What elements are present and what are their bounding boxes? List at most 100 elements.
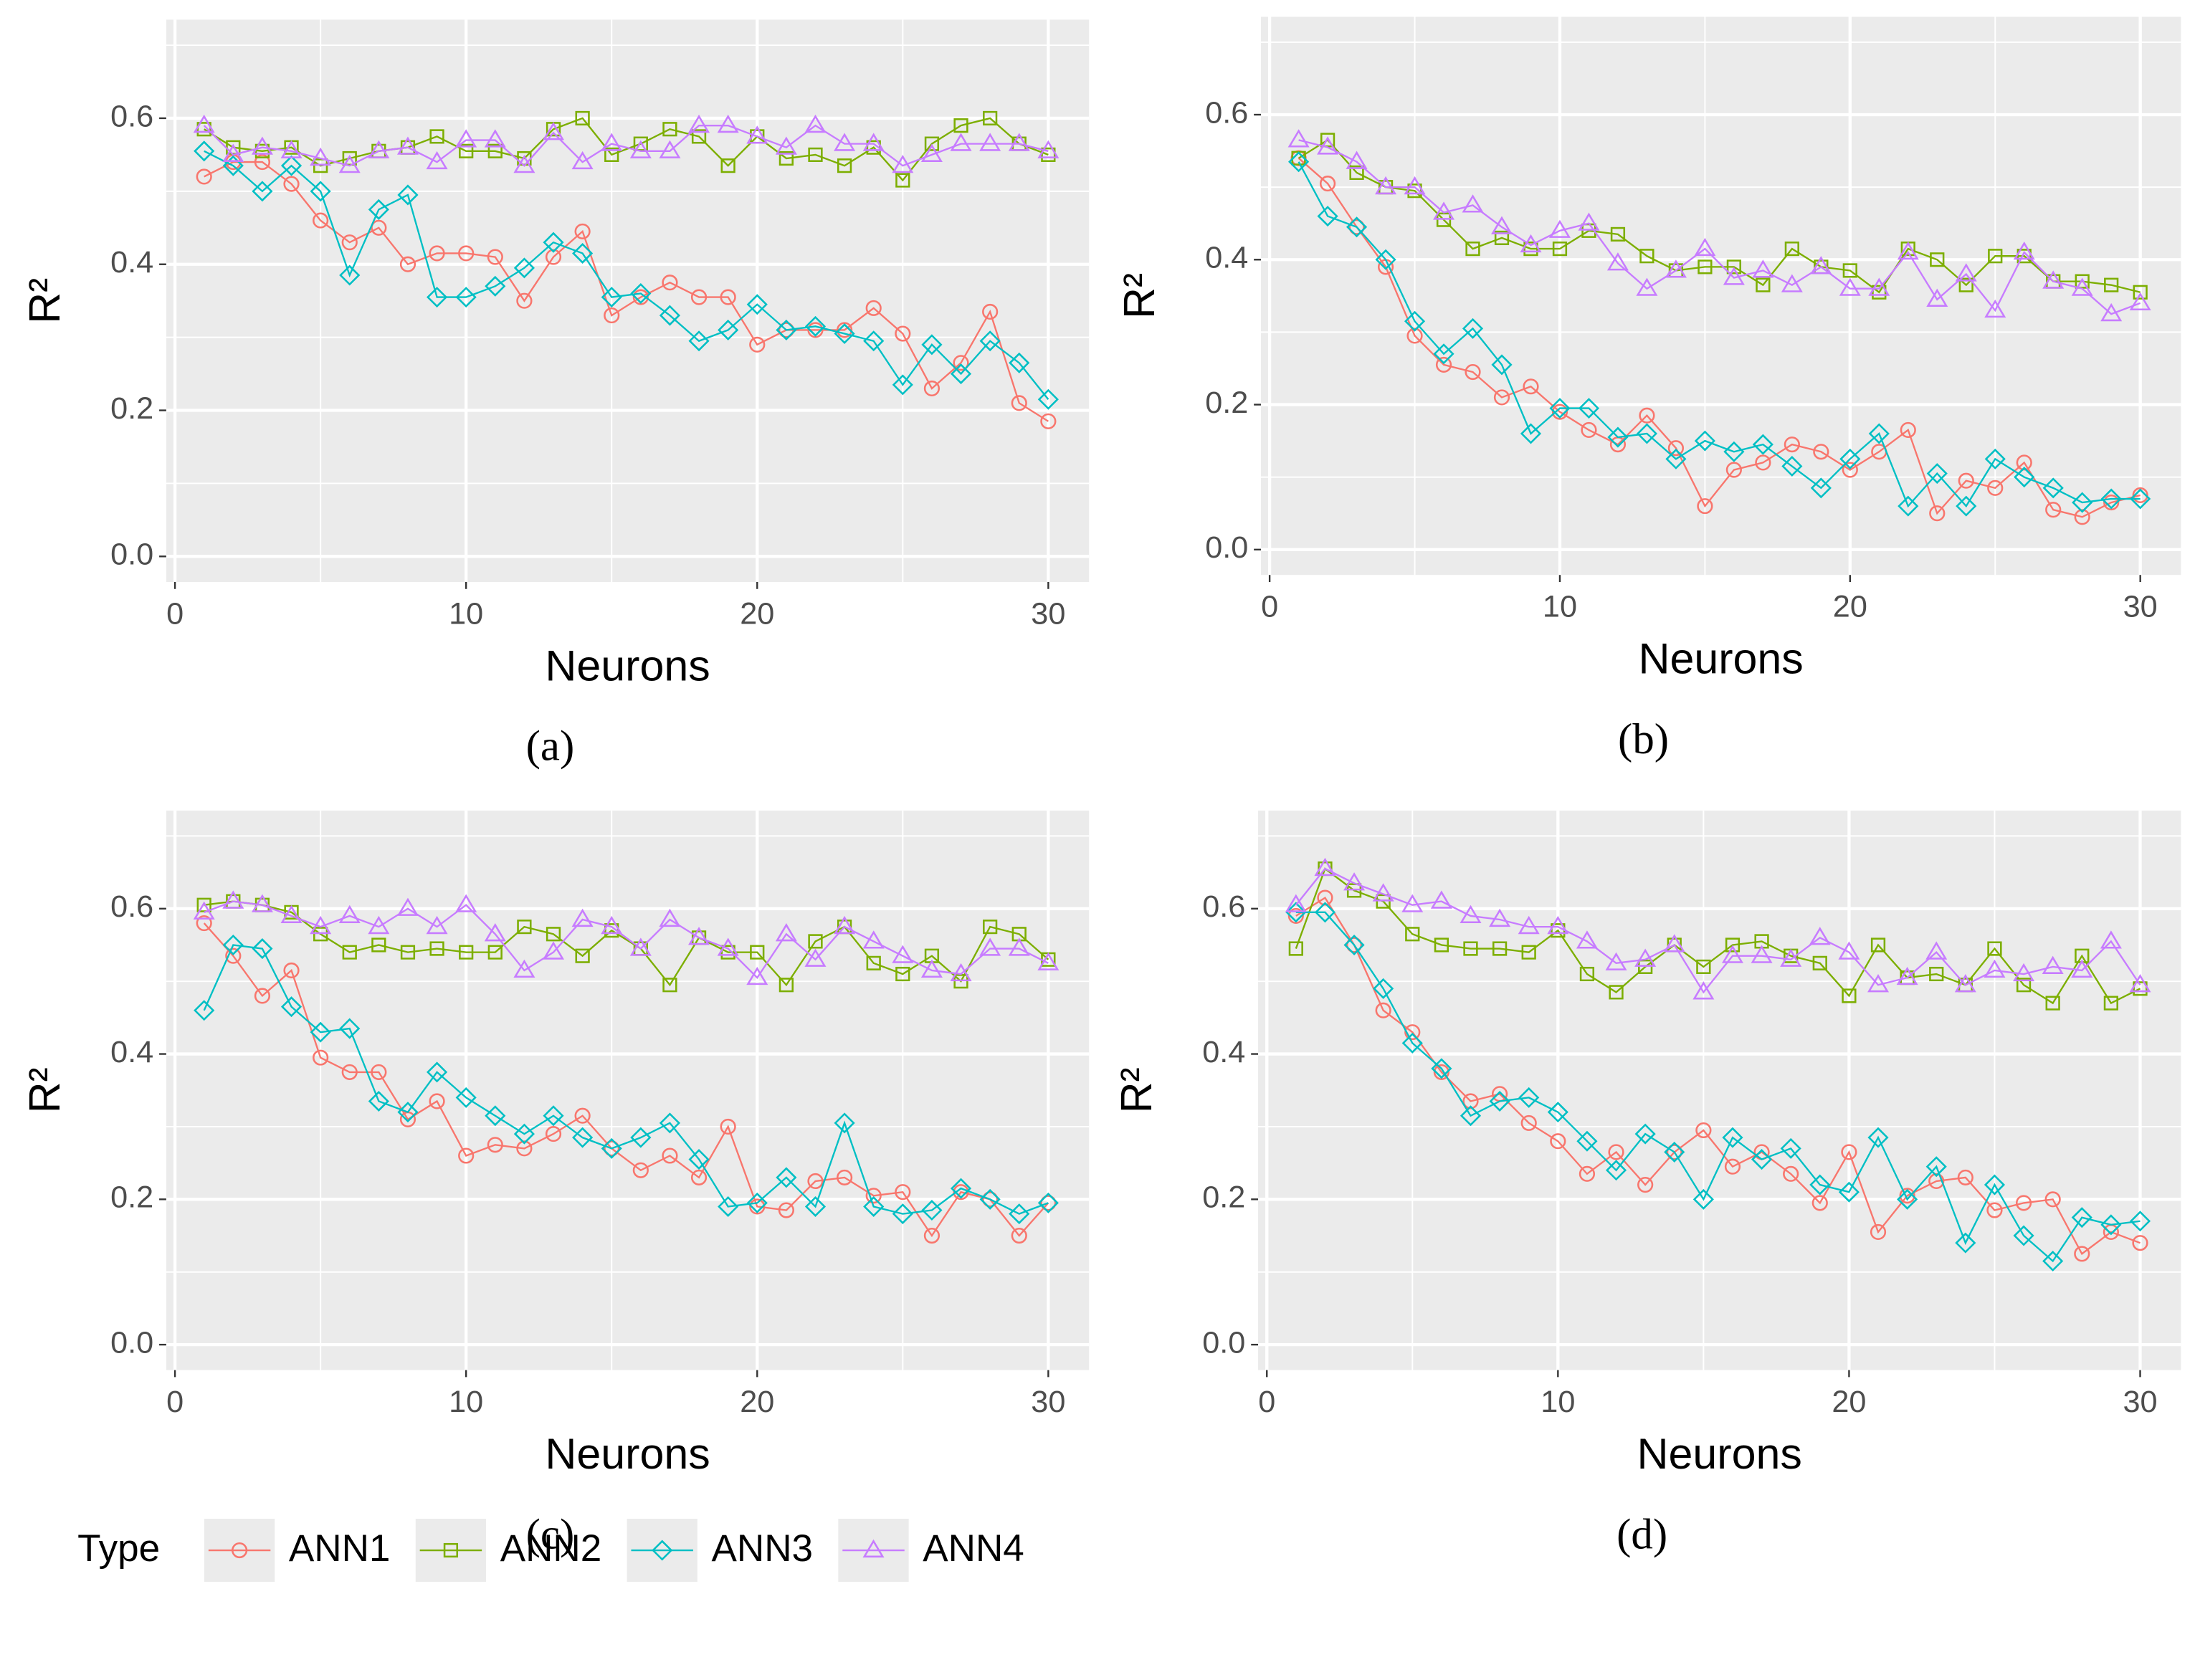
point [2016,454,2032,471]
point [1407,183,1422,199]
point [254,143,270,158]
y-tick-label: 0.2 [110,391,153,426]
y-tick-label: 0.6 [110,99,153,133]
point [1957,1169,1973,1185]
point [368,915,390,935]
point [1987,479,2004,496]
point [1783,1165,1799,1182]
point [1462,194,1484,213]
point [746,125,768,144]
x-tick-label: 10 [449,596,483,631]
point [1810,477,1832,499]
point [2104,277,2119,292]
point [1726,259,1742,275]
point [862,133,885,151]
point [487,249,503,265]
y-tick-label: 0.6 [110,889,153,924]
point [633,136,648,151]
point [950,363,972,385]
point [196,122,211,137]
point [542,122,565,140]
series [1290,150,2148,525]
point [950,133,972,151]
point [1346,883,1362,898]
point [1956,495,1977,517]
point [1842,462,1858,478]
point [2133,285,2148,300]
point [1781,455,1803,477]
point [2042,1250,2064,1272]
point [2042,477,2064,499]
point [778,1202,794,1218]
point [1401,894,1424,912]
point [1493,389,1510,406]
point [1723,267,1745,285]
x-tick-label: 30 [2123,1385,2157,1419]
point [1009,1203,1030,1225]
point [1954,974,1976,993]
series [1287,129,2151,322]
point [485,1105,506,1127]
point [1317,889,1333,906]
point [1695,1122,1712,1139]
point [1578,212,1600,231]
point [1899,1188,1915,1204]
point [865,300,882,316]
point [310,147,332,166]
point [575,110,590,126]
point [280,155,303,176]
plot-background [166,19,1090,582]
point [1550,1133,1566,1150]
point [1579,966,1595,982]
point [1755,454,1771,471]
panel-caption: (d) [1617,1510,1667,1558]
y-tick-label: 0.4 [1205,241,1248,275]
point [458,1147,475,1164]
point [455,1087,477,1108]
point [1552,242,1568,257]
point [1926,288,1948,307]
point [339,1018,361,1039]
point [2013,241,2035,260]
point [1784,242,1799,257]
point [1401,1032,1423,1054]
point [1549,398,1571,419]
point [280,996,303,1018]
point [1724,1158,1741,1175]
point [513,257,535,279]
point [1285,894,1307,912]
point [1037,1192,1059,1213]
point [313,1049,329,1066]
x-tick-label: 0 [166,596,184,631]
point [1784,436,1800,453]
point [1692,1188,1714,1210]
point [368,140,390,158]
point [953,974,968,989]
point [746,294,768,315]
point [718,1195,739,1217]
point [1314,857,1336,877]
point [1287,907,1304,924]
point [892,945,914,963]
series [194,934,1059,1225]
point [254,154,271,171]
point [1751,945,1773,963]
point [1637,1177,1654,1193]
y-tick-label: 0.4 [1202,1035,1245,1069]
point [863,1195,885,1217]
point [459,143,474,158]
point [1898,495,1919,517]
point [1809,1174,1831,1195]
point [1868,423,1890,444]
point [2013,1225,2034,1246]
point [1666,1144,1682,1160]
point [1433,1064,1449,1080]
point [254,988,271,1004]
point [1433,201,1455,220]
point [225,948,242,964]
point [979,1188,1001,1210]
point [983,110,998,126]
point [1986,1202,2003,1218]
point [836,1169,853,1185]
point [1867,1127,1889,1148]
